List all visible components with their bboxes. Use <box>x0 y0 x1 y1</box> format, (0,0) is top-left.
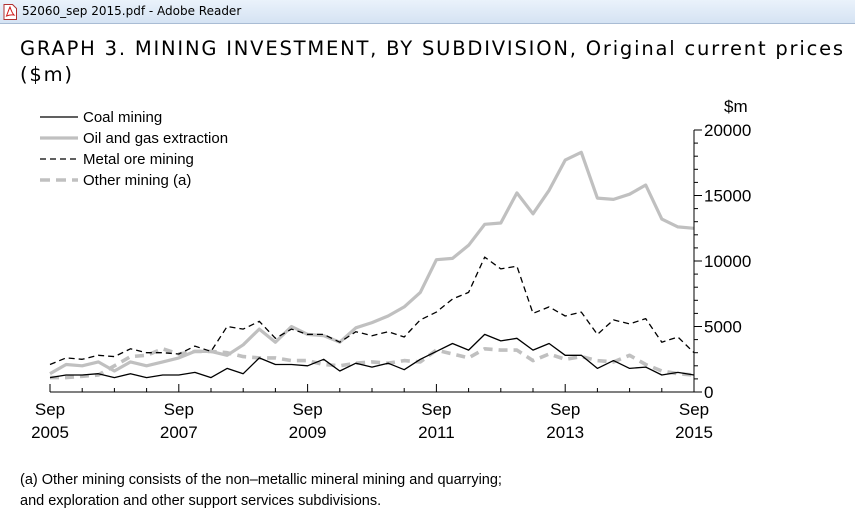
x-tick-label-month: Sep <box>550 400 580 419</box>
series-line-coal-mining <box>49 333 695 379</box>
footnote-line-2: and exploration and other support servic… <box>20 493 382 509</box>
window-title: 52060_sep 2015.pdf - Adobe Reader <box>22 4 242 18</box>
mining-investment-chart: Sep 2005 Sep 2007 Sep 2009 Sep 2011 Sep 2013 Sep 20… <box>31 97 751 442</box>
document-page: GRAPH 3. MINING INVESTMENT, BY SUBDIVISI… <box>0 24 855 520</box>
axis-layer: Sep 2005 Sep 2007 Sep 2009 Sep 2011 Sep 2013 Sep 20… <box>31 97 751 442</box>
legend-label: Metal ore mining <box>83 151 194 168</box>
window-titlebar: 52060_sep 2015.pdf - Adobe Reader <box>0 0 855 24</box>
x-tick-label-month: Sep <box>421 400 451 419</box>
series-line-metal-ore-mining <box>49 256 695 366</box>
y-tick-label: 0 <box>704 383 713 402</box>
y-axis-unit-label: $m <box>724 97 748 116</box>
x-tick-label-year: 2011 <box>418 423 455 442</box>
y-tick-label: 10000 <box>704 252 751 271</box>
x-tick-label-month: Sep <box>35 400 65 419</box>
chart-footnote: (a) Other mining consists of the non–met… <box>20 470 720 512</box>
legend-label: Coal mining <box>83 109 162 126</box>
pdf-file-icon <box>3 4 17 20</box>
x-tick-label-month: Sep <box>292 400 322 419</box>
x-tick-label-month: Sep <box>164 400 194 419</box>
x-tick-label-year: 2005 <box>31 423 69 442</box>
chart-title: GRAPH 3. MINING INVESTMENT, BY SUBDIVISI… <box>20 37 845 86</box>
series-line-other-mining-a <box>50 346 695 380</box>
footnote-line-1: (a) Other mining consists of the non–met… <box>20 472 502 488</box>
x-tick-label-month: Sep <box>679 400 709 419</box>
y-tick-label: 15000 <box>704 187 751 206</box>
series-line-oil-and-gas-extraction <box>49 150 695 376</box>
y-tick-label: 5000 <box>704 318 742 337</box>
legend-label: Oil and gas extraction <box>83 130 228 147</box>
x-tick-label-year: 2009 <box>289 423 327 442</box>
legend: Coal mining Oil and gas extraction Metal o… <box>40 109 228 189</box>
series-layer <box>49 150 695 380</box>
legend-label: Other mining (a) <box>83 172 191 189</box>
y-tick-label: 20000 <box>704 121 751 140</box>
x-tick-label-year: 2013 <box>546 423 584 442</box>
x-tick-label-year: 2007 <box>160 423 198 442</box>
x-tick-label-year: 2015 <box>675 423 713 442</box>
